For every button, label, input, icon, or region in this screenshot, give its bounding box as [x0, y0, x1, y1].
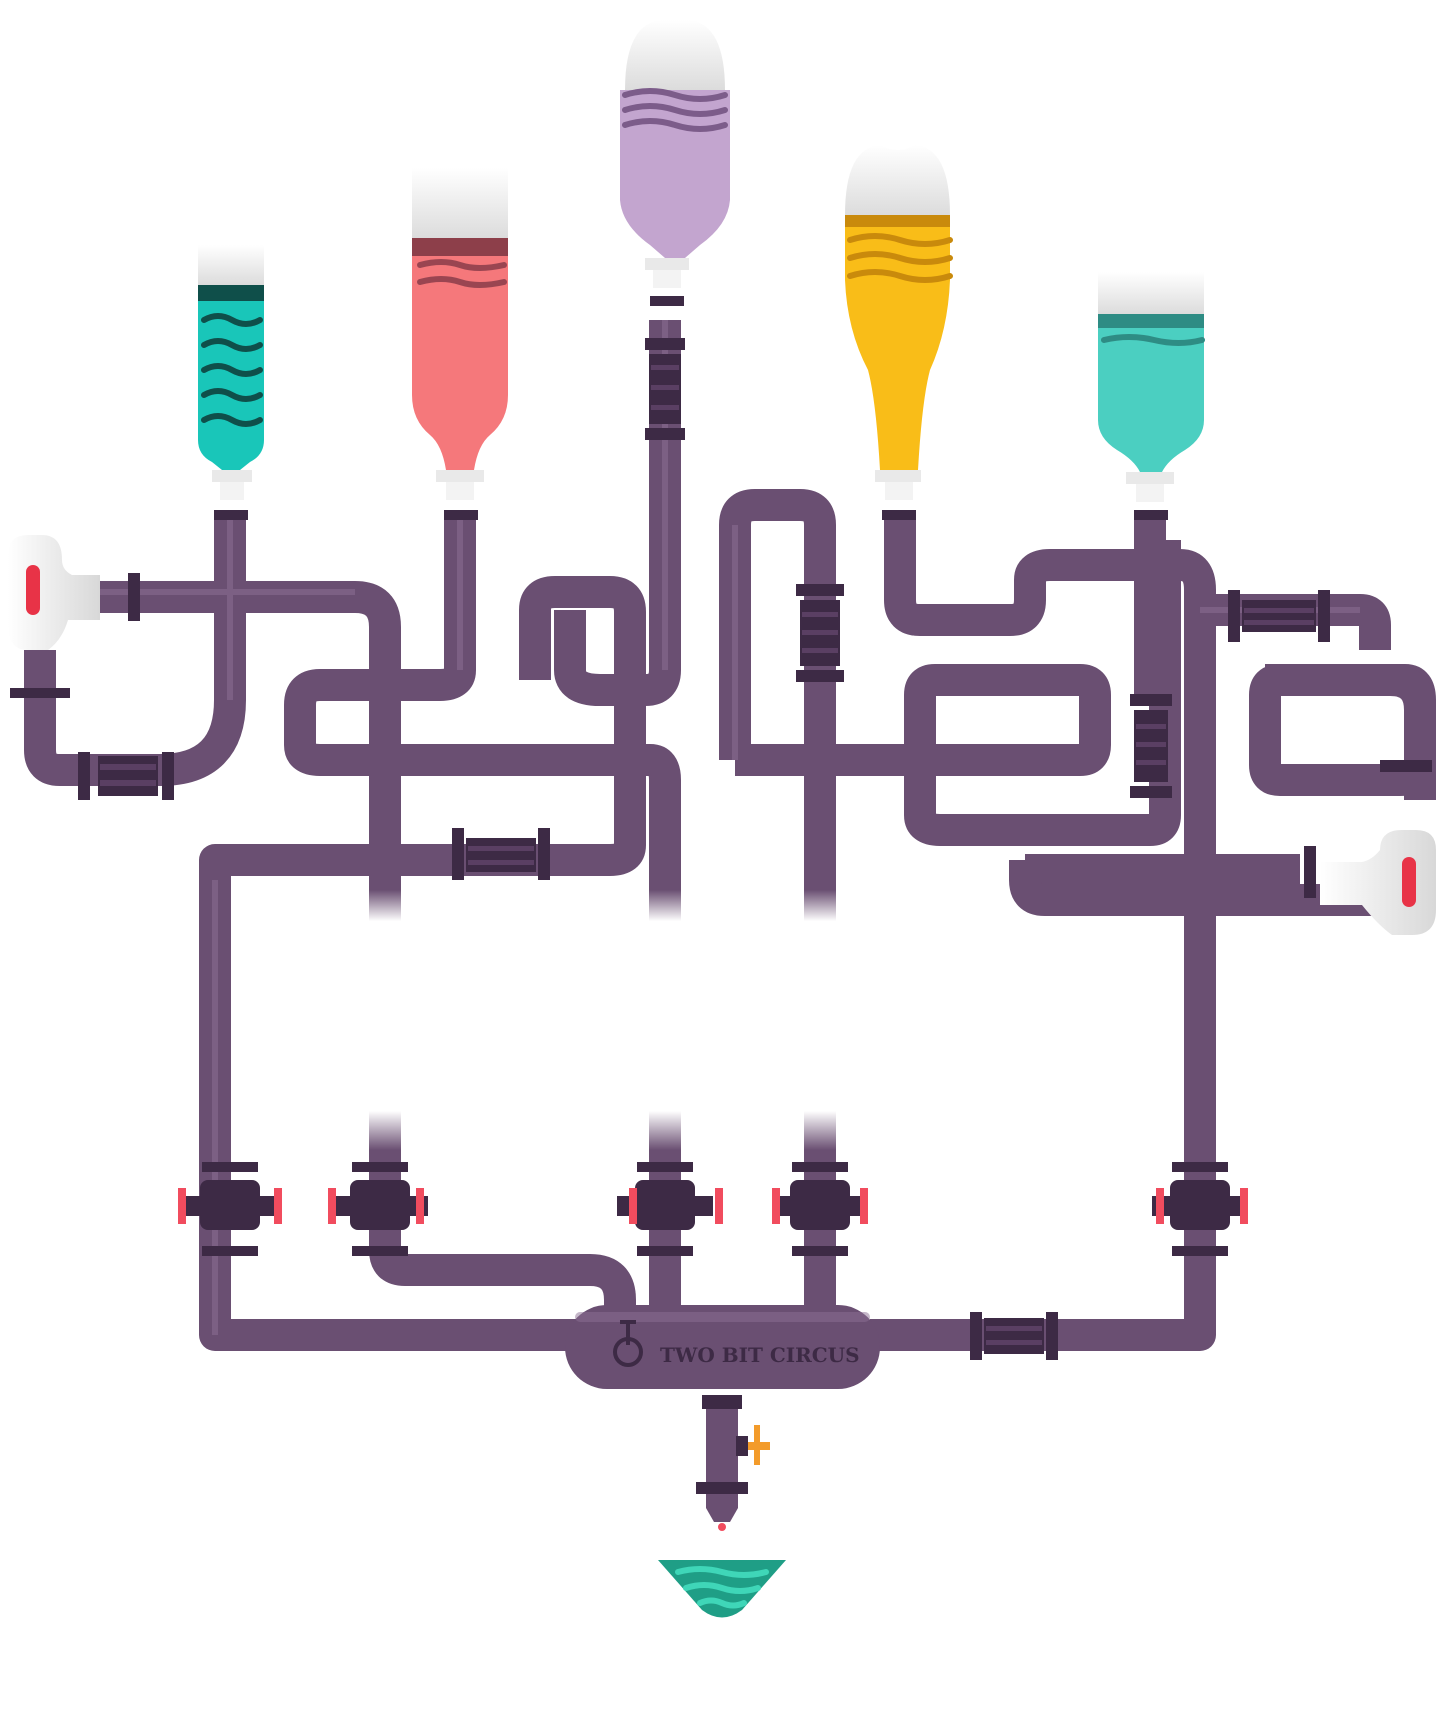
pipe-u-loop [719, 489, 836, 1320]
valve-2[interactable] [328, 1162, 428, 1256]
valve-1[interactable] [178, 1162, 282, 1256]
pipe-left-gauge-top [100, 581, 636, 1320]
pipe-bottle-1 [24, 520, 246, 786]
bottle-coral[interactable] [412, 168, 508, 520]
bottle-teal-striped[interactable] [198, 245, 264, 520]
spigot[interactable] [696, 1395, 770, 1531]
valve-3[interactable] [617, 1162, 723, 1256]
drinking-glass [658, 1560, 786, 1618]
two-bit-circus-logo-icon [613, 1320, 643, 1367]
pipe-right-drop [1388, 664, 1436, 800]
pipe-couplings [10, 338, 1432, 1360]
pipe-bottle-5 [1025, 520, 1300, 886]
pipe-bottle-2 [284, 520, 681, 1320]
bottle-aqua[interactable] [1098, 272, 1205, 520]
valve-4[interactable] [772, 1162, 868, 1256]
left-gauge-indicator [26, 565, 40, 615]
valve-5[interactable] [1152, 1162, 1248, 1256]
mixing-hub: TWO BIT CIRCUS [565, 1305, 880, 1389]
left-pressure-gauge[interactable] [8, 535, 100, 650]
bottle-yellow[interactable] [845, 145, 953, 520]
pipe-network [24, 320, 1436, 1490]
pipe-bottle-3 [554, 320, 681, 706]
right-gauge-indicator [1402, 857, 1416, 907]
pipe-loop-middle [199, 576, 646, 1351]
right-pressure-gauge[interactable] [1320, 830, 1436, 935]
pipe-bottle-4 [884, 520, 1216, 1320]
pipe-horizontal-band [735, 540, 1181, 846]
empty-pipe-segments [369, 890, 836, 1150]
hub-brand-label: TWO BIT CIRCUS [660, 1343, 860, 1367]
bottle-lavender[interactable] [620, 20, 730, 306]
